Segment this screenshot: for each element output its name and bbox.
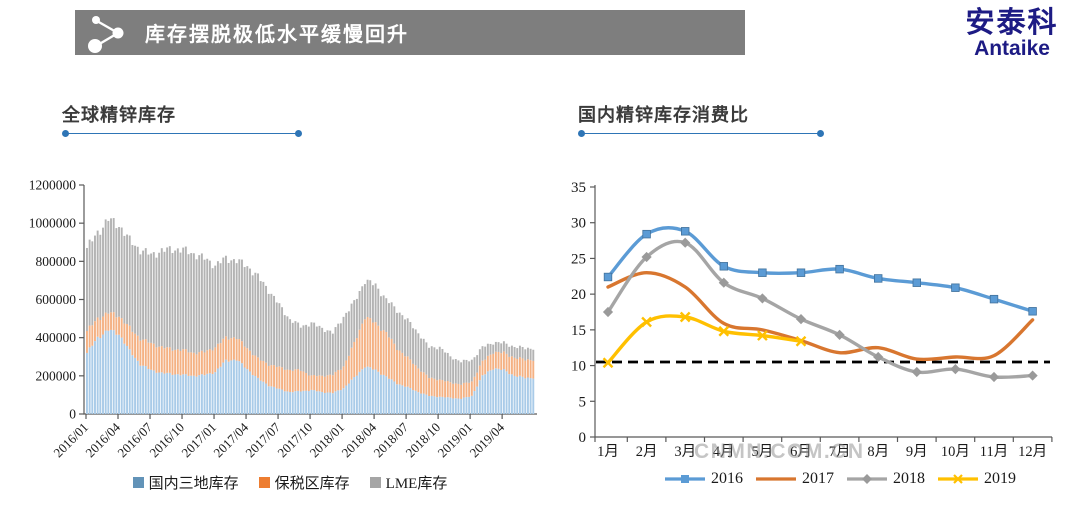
logo-english: Antaike: [974, 37, 1050, 61]
svg-text:6月: 6月: [790, 444, 812, 460]
svg-text:7月: 7月: [829, 444, 851, 460]
legend-label: 国内三地库存: [148, 476, 239, 492]
svg-text:15: 15: [571, 323, 586, 339]
svg-text:3月: 3月: [674, 444, 696, 460]
svg-text:1200000: 1200000: [29, 178, 77, 193]
antaike-logo: 安泰科 Antaike: [952, 8, 1072, 60]
svg-text:2016/01: 2016/01: [50, 420, 91, 461]
right-chart-title: 国内精锌库存消费比: [578, 105, 749, 125]
legend-swatch: [369, 477, 381, 488]
svg-text:11月: 11月: [980, 444, 1008, 460]
legend-swatch: [847, 474, 887, 484]
svg-text:600000: 600000: [36, 292, 77, 307]
legend-item-LME库存: LME库存: [369, 472, 448, 493]
series-2018: [602, 237, 1038, 383]
legend-item-2018: 2018: [846, 470, 925, 488]
svg-text:2017/01: 2017/01: [178, 420, 219, 461]
legend-item-2019: 2019: [937, 470, 1016, 488]
legend-item-国内三地库存: 国内三地库存: [132, 472, 239, 493]
legend-label: 2019: [984, 470, 1016, 487]
left-chart-title-block: 全球精锌库存: [62, 101, 302, 138]
legend-label: 2018: [893, 470, 925, 487]
right-chart-legend: 2016 2017 2018 2019: [640, 470, 1040, 488]
svg-text:2019/04: 2019/04: [467, 419, 508, 460]
svg-text:8月: 8月: [867, 444, 889, 460]
svg-text:2016/04: 2016/04: [82, 419, 123, 460]
svg-text:800000: 800000: [36, 254, 77, 269]
axes: [594, 185, 1052, 438]
legend-label: 保税区库存: [274, 476, 350, 492]
stock-consumption-ratio-chart: 0 5 10 15 20 25 30 35 1月 2月 3月 4月 5月 6月 7月 8月 9月 10月 11月 12…: [571, 180, 1053, 460]
series-2019: [602, 311, 807, 369]
logo-chinese: 安泰科: [965, 7, 1059, 39]
left-chart-title: 全球精锌库存: [62, 105, 176, 125]
legend-item-2016: 2016: [664, 470, 743, 488]
svg-text:2018/01: 2018/01: [306, 420, 347, 461]
header-bar: 库存摆脱极低水平缓慢回升: [75, 10, 745, 55]
title-underline: [578, 130, 824, 138]
svg-text:200000: 200000: [36, 368, 77, 383]
svg-text:12月: 12月: [1018, 444, 1047, 460]
legend-swatch: [938, 474, 978, 484]
svg-text:2月: 2月: [636, 444, 658, 460]
svg-text:5: 5: [579, 394, 587, 410]
svg-text:2018/10: 2018/10: [402, 420, 443, 461]
svg-text:0: 0: [579, 430, 587, 446]
legend-label: LME库存: [385, 476, 448, 492]
left-chart-legend: 国内三地库存 保税区库存 LME库存: [80, 472, 500, 493]
svg-text:25: 25: [571, 251, 586, 267]
svg-text:1月: 1月: [597, 444, 619, 460]
header-title: 库存摆脱极低水平缓慢回升: [145, 24, 409, 46]
svg-text:2019/01: 2019/01: [434, 420, 475, 461]
title-underline: [62, 130, 302, 138]
legend-label: 2017: [802, 470, 834, 487]
series-2017: [606, 270, 1035, 362]
share-nodes-icon: [88, 15, 124, 53]
svg-text:2018/07: 2018/07: [370, 419, 411, 460]
svg-text:20: 20: [571, 287, 586, 303]
svg-text:2016/07: 2016/07: [114, 419, 155, 460]
svg-text:2017/04: 2017/04: [210, 419, 251, 460]
watermark: CNMN.COM.CN: [694, 440, 865, 463]
svg-text:1000000: 1000000: [29, 216, 77, 231]
legend-swatch: [665, 475, 705, 483]
svg-text:400000: 400000: [36, 330, 77, 345]
svg-text:2017/07: 2017/07: [242, 419, 283, 460]
svg-text:4月: 4月: [713, 444, 735, 460]
legend-label: 2016: [711, 470, 743, 487]
legend-swatch: [132, 477, 144, 488]
svg-text:35: 35: [571, 180, 586, 196]
svg-text:2017/10: 2017/10: [274, 420, 315, 461]
series-2016: [603, 226, 1037, 316]
right-chart-title-block: 国内精锌库存消费比: [578, 101, 824, 138]
svg-text:9月: 9月: [906, 444, 928, 460]
svg-text:0: 0: [69, 407, 76, 422]
svg-text:2018/04: 2018/04: [338, 419, 379, 460]
legend-swatch: [258, 477, 270, 488]
svg-text:30: 30: [571, 216, 586, 232]
svg-text:5月: 5月: [752, 444, 774, 460]
svg-text:10: 10: [571, 359, 586, 375]
legend-item-2017: 2017: [755, 470, 834, 488]
legend-item-保税区库存: 保税区库存: [258, 472, 350, 493]
global-zinc-stock-chart: 0 200000 400000 600000 800000 1000000 1200000 2…: [29, 178, 537, 461]
svg-text:10月: 10月: [941, 444, 970, 460]
svg-text:2016/10: 2016/10: [146, 420, 187, 461]
legend-swatch: [756, 477, 796, 481]
stacked-bars: [86, 218, 535, 414]
